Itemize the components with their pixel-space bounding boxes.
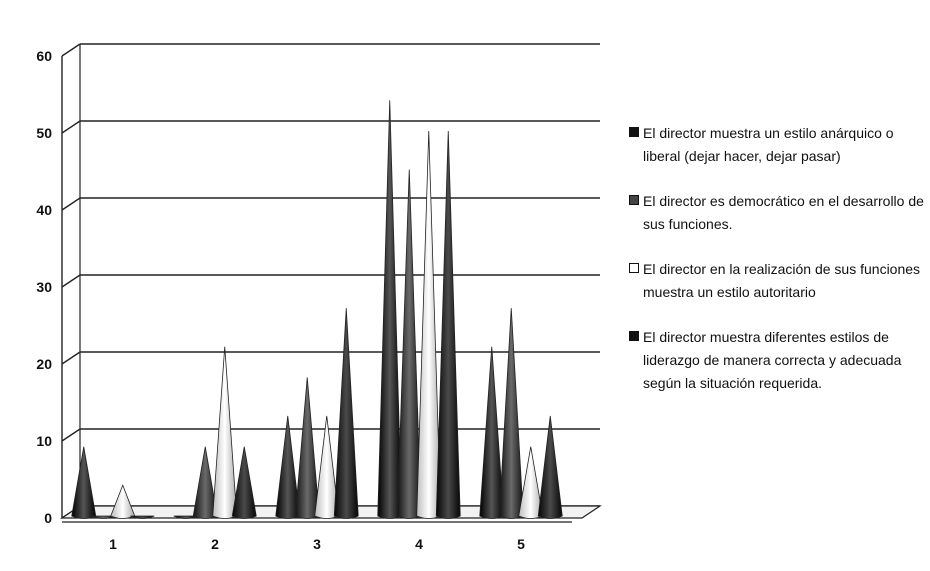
y-tick-label: 30 — [36, 279, 52, 295]
tick-labels: 0 10 20 30 40 50 60 1 2 3 4 5 — [36, 48, 525, 552]
y-tick-label: 0 — [44, 510, 52, 526]
cone-series3-cat1 — [110, 484, 136, 519]
legend-label-2: El director es democrático en el desarro… — [643, 193, 924, 232]
cone-series2-cat3 — [294, 377, 320, 519]
cone-series4-cat5 — [537, 415, 563, 519]
cone-series4-cat3 — [333, 308, 359, 519]
gridline-side-40 — [61, 197, 81, 211]
cones — [71, 100, 563, 519]
cone-series2-cat5 — [498, 308, 524, 519]
gridline-side-10 — [61, 428, 81, 442]
x-tick-label: 1 — [109, 536, 117, 552]
cone-series1-cat4 — [377, 100, 403, 519]
cone-series4-cat1 — [130, 515, 155, 519]
legend-swatch-3 — [629, 263, 639, 273]
gridline-side-20 — [61, 351, 81, 365]
gridline-side-50 — [61, 120, 81, 134]
cone-series4-cat4 — [435, 130, 461, 519]
y-tick-label: 50 — [36, 125, 52, 141]
legend: El director muestra un estilo anárquico … — [629, 122, 929, 417]
y-tick-label: 60 — [36, 48, 52, 64]
cone-series1-cat5 — [479, 346, 505, 519]
cone-series4-cat2 — [231, 446, 257, 519]
x-tick-label: 4 — [415, 536, 423, 552]
legend-item-3: El director en la realización de sus fun… — [629, 258, 929, 304]
legend-item-2: El director es democrático en el desarro… — [629, 190, 929, 236]
legend-swatch-2 — [629, 195, 639, 205]
cone-series3-cat4 — [416, 130, 442, 519]
y-tick-label: 40 — [36, 202, 52, 218]
gridline-side-60 — [61, 43, 81, 57]
gridline-side-30 — [61, 274, 81, 288]
legend-item-4: El director muestra diferentes estilos d… — [629, 326, 929, 395]
legend-label-4: El director muestra diferentes estilos d… — [643, 329, 902, 391]
legend-item-1: El director muestra un estilo anárquico … — [629, 122, 929, 168]
x-tick-label: 3 — [313, 536, 321, 552]
cone-series1-cat1 — [71, 446, 97, 519]
legend-swatch-1 — [629, 127, 639, 137]
cone-series2-cat4 — [396, 169, 422, 519]
cone-series3-cat2 — [212, 346, 238, 519]
x-tick-label: 2 — [211, 536, 219, 552]
y-tick-label: 20 — [36, 356, 52, 372]
y-tick-label: 10 — [36, 433, 52, 449]
x-tick-label: 5 — [517, 536, 525, 552]
legend-label-3: El director en la realización de sus fun… — [643, 261, 921, 300]
chart-frame: 0 10 20 30 40 50 60 1 2 3 4 5 El director muestra u… — [7, 4, 924, 566]
chart-plot: 0 10 20 30 40 50 60 1 2 3 4 5 — [36, 43, 602, 552]
legend-label-1: El director muestra un estilo anárquico … — [643, 125, 894, 164]
legend-swatch-4 — [629, 331, 639, 341]
